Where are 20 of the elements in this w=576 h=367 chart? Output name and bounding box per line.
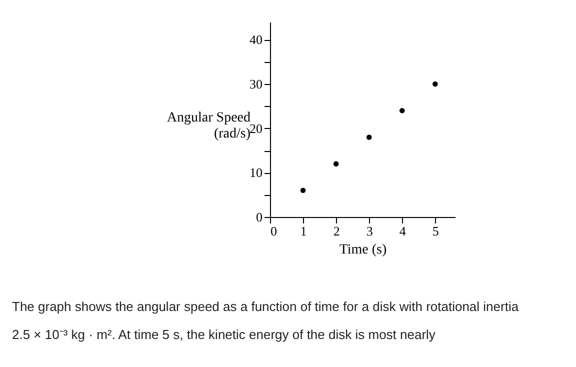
y-axis-title: Angular Speed (rad/s)	[166, 110, 251, 142]
point	[333, 161, 339, 166]
y-tick-label: 30	[250, 76, 262, 92]
y-tick-label: 10	[250, 165, 262, 180]
x-tick-label: 2	[333, 224, 340, 238]
x-tick-label: 3	[366, 224, 373, 238]
point	[432, 81, 438, 87]
point	[366, 134, 372, 140]
x-tick-label: 5	[432, 224, 439, 238]
text: 2.5 × 10⁻³ kg · m². At time 5 s, the kinetic energy of the disk is most nearly	[12, 327, 436, 342]
text: The graph shows the angular speed as a function of time for a disk with rotational inertia	[12, 299, 520, 314]
y-tick-label: 0	[256, 210, 262, 224]
y-tick-label: 40	[250, 32, 262, 48]
x-tick-label: 4	[399, 224, 406, 238]
y-tick-label: 20	[250, 120, 262, 136]
x-tick-label: 0	[270, 224, 277, 238]
point	[300, 188, 306, 194]
x-tick-label: 1	[300, 224, 307, 238]
x-axis-title: Time (s)	[339, 242, 387, 258]
point	[399, 108, 405, 114]
